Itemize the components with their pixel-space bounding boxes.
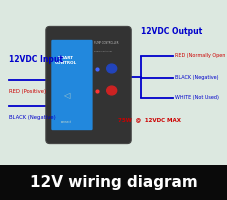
Text: connect: connect [61,120,72,124]
Text: BLACK (Negative): BLACK (Negative) [9,115,56,120]
Text: BLACK (Negative): BLACK (Negative) [175,75,218,80]
Text: WHITE (Not Used): WHITE (Not Used) [175,96,219,100]
Text: 12VDC Output: 12VDC Output [141,27,202,36]
Text: ◁: ◁ [63,91,69,100]
Text: 12V wiring diagram: 12V wiring diagram [30,175,197,190]
FancyBboxPatch shape [46,26,131,144]
Text: RED (Normally Open +12VDC): RED (Normally Open +12VDC) [175,53,227,58]
Text: 12VDC Input: 12VDC Input [9,55,63,64]
Text: SMART
CONTROL: SMART CONTROL [55,56,77,65]
FancyBboxPatch shape [51,40,93,130]
Text: RED (Positive): RED (Positive) [9,89,46,94]
FancyBboxPatch shape [0,165,227,200]
Text: PUMP CONTROLLER: PUMP CONTROLLER [94,41,119,45]
Circle shape [107,86,117,95]
Text: 75W  @  12VDC MAX: 75W @ 12VDC MAX [118,117,181,122]
Text: Pump Controller: Pump Controller [94,50,113,52]
Circle shape [107,64,117,73]
